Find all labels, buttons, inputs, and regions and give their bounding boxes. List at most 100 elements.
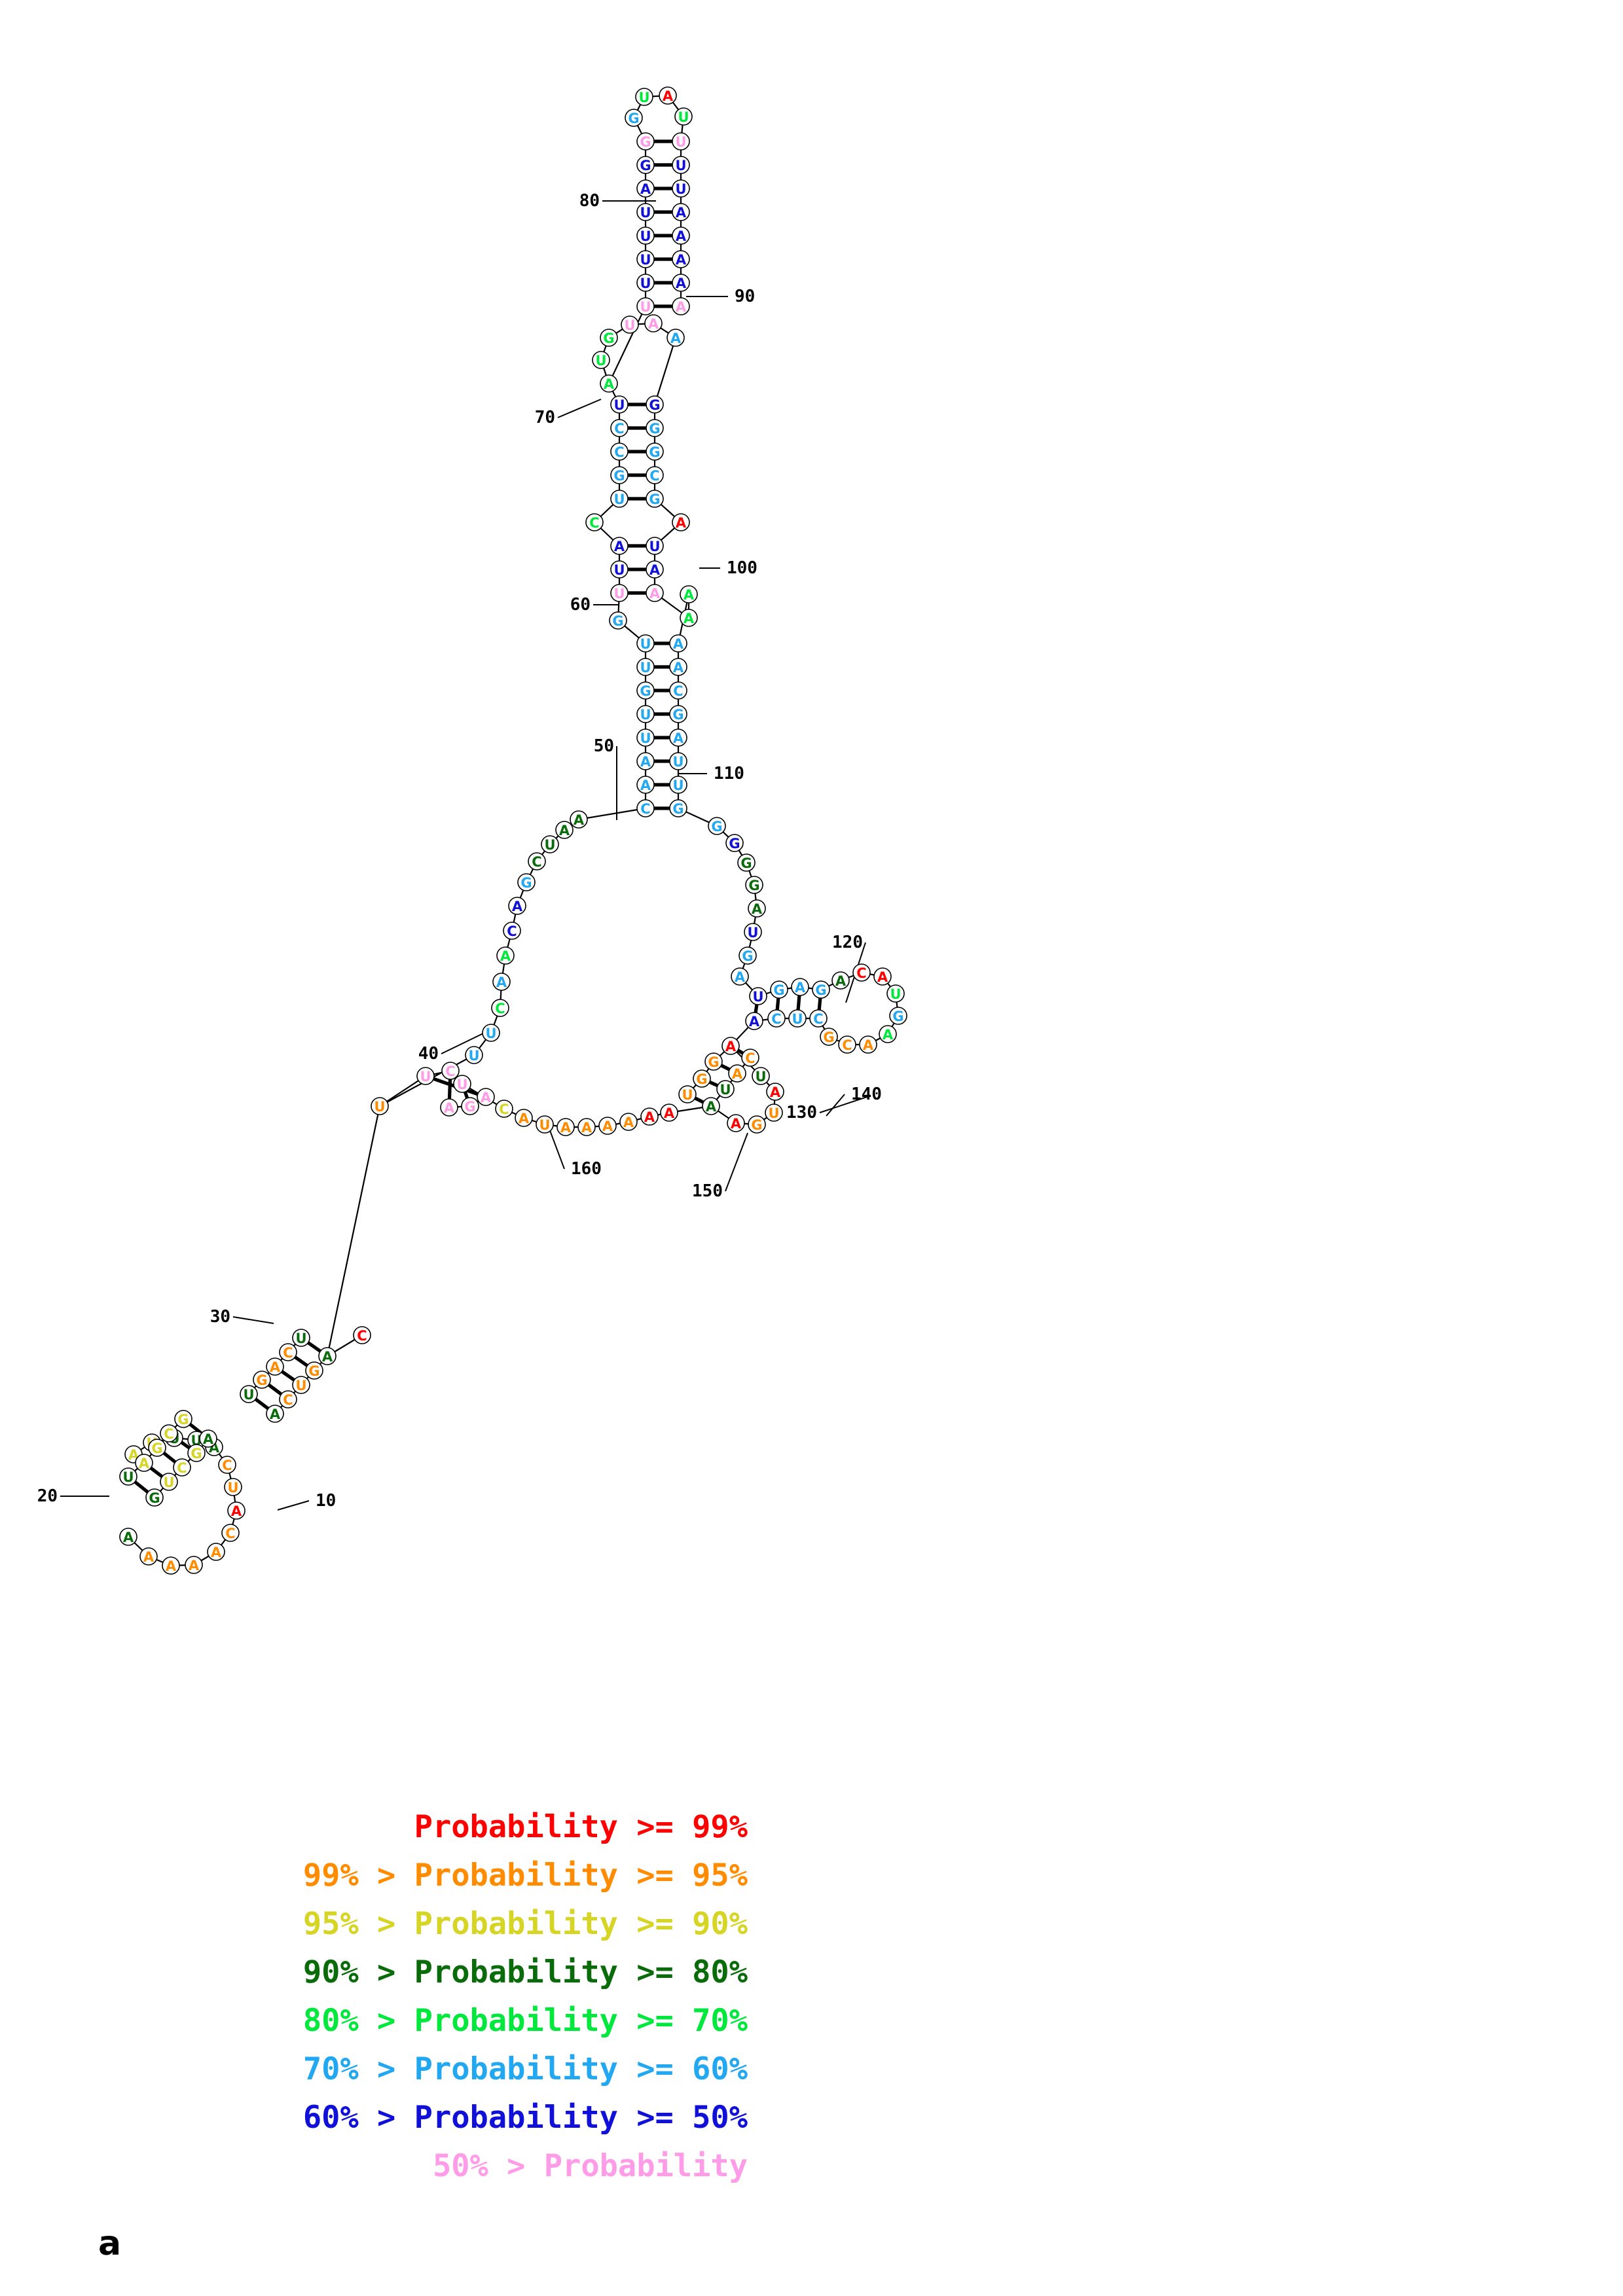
nucleotide[interactable]: U bbox=[744, 923, 762, 941]
nucleotide[interactable]: U bbox=[453, 1075, 471, 1093]
nucleotide[interactable]: A bbox=[728, 1064, 746, 1083]
nucleotide[interactable]: C bbox=[503, 922, 521, 940]
nucleotide[interactable]: U bbox=[669, 752, 687, 770]
nucleotide[interactable]: G bbox=[148, 1439, 166, 1457]
nucleotide[interactable]: A bbox=[646, 560, 664, 579]
nucleotide[interactable]: A bbox=[680, 585, 698, 603]
nucleotide[interactable]: A bbox=[879, 1025, 897, 1043]
nucleotide[interactable]: G bbox=[305, 1361, 323, 1380]
nucleotide[interactable]: U bbox=[610, 584, 629, 602]
nucleotide[interactable]: A bbox=[672, 250, 690, 268]
nucleotide[interactable]: G bbox=[625, 109, 643, 127]
nucleotide[interactable]: G bbox=[636, 132, 655, 151]
nucleotide[interactable]: U bbox=[119, 1467, 137, 1486]
nucleotide[interactable]: A bbox=[745, 1012, 763, 1030]
nucleotide[interactable]: A bbox=[598, 1117, 617, 1135]
nucleotide[interactable]: G bbox=[745, 876, 763, 894]
nucleotide[interactable]: A bbox=[496, 946, 515, 965]
nucleotide[interactable]: A bbox=[477, 1088, 495, 1106]
nucleotide[interactable]: A bbox=[185, 1556, 203, 1574]
nucleotide[interactable]: A bbox=[266, 1357, 284, 1376]
nucleotide[interactable]: A bbox=[119, 1528, 137, 1546]
nucleotide[interactable]: G bbox=[600, 329, 618, 347]
nucleotide[interactable]: A bbox=[636, 179, 655, 198]
nucleotide[interactable]: C bbox=[741, 1049, 759, 1067]
nucleotide[interactable]: U bbox=[669, 776, 687, 794]
nucleotide[interactable]: A bbox=[636, 752, 655, 770]
nucleotide[interactable]: A bbox=[640, 1107, 659, 1126]
nucleotide[interactable]: A bbox=[644, 314, 663, 332]
nucleotide[interactable]: A bbox=[135, 1454, 153, 1472]
nucleotide[interactable]: U bbox=[610, 490, 629, 508]
nucleotide[interactable]: C bbox=[221, 1524, 240, 1542]
nucleotide[interactable]: A bbox=[660, 1103, 678, 1122]
nucleotide[interactable]: U bbox=[416, 1067, 435, 1085]
nucleotide[interactable]: A bbox=[766, 1083, 784, 1101]
nucleotide[interactable]: U bbox=[672, 179, 690, 198]
nucleotide[interactable]: U bbox=[240, 1385, 258, 1403]
nucleotide[interactable]: A bbox=[669, 634, 687, 653]
nucleotide[interactable]: A bbox=[659, 86, 677, 105]
nucleotide[interactable]: U bbox=[672, 132, 690, 151]
nucleotide[interactable]: U bbox=[752, 1067, 770, 1085]
nucleotide[interactable]: U bbox=[636, 728, 655, 747]
nucleotide[interactable]: U bbox=[886, 984, 905, 1003]
nucleotide[interactable]: A bbox=[577, 1118, 596, 1136]
nucleotide[interactable]: C bbox=[495, 1100, 513, 1118]
nucleotide[interactable]: A bbox=[702, 1097, 720, 1115]
nucleotide[interactable]: U bbox=[224, 1478, 242, 1496]
nucleotide[interactable]: U bbox=[672, 156, 690, 174]
nucleotide[interactable]: C bbox=[491, 999, 509, 1017]
nucleotide[interactable]: A bbox=[556, 1118, 575, 1136]
nucleotide[interactable]: G bbox=[646, 442, 664, 461]
nucleotide[interactable]: A bbox=[791, 978, 809, 996]
nucleotide[interactable]: G bbox=[187, 1444, 206, 1462]
nucleotide[interactable]: U bbox=[621, 315, 639, 334]
nucleotide[interactable]: U bbox=[371, 1097, 389, 1115]
nucleotide[interactable]: A bbox=[672, 297, 690, 315]
nucleotide[interactable]: C bbox=[669, 681, 687, 700]
nucleotide[interactable]: U bbox=[636, 705, 655, 723]
nucleotide[interactable]: U bbox=[592, 351, 610, 369]
nucleotide[interactable]: G bbox=[748, 1115, 766, 1134]
nucleotide[interactable]: C bbox=[528, 852, 546, 870]
nucleotide[interactable]: A bbox=[669, 658, 687, 676]
nucleotide[interactable]: A bbox=[139, 1547, 158, 1566]
nucleotide[interactable]: G bbox=[669, 799, 687, 817]
nucleotide[interactable]: A bbox=[666, 329, 685, 347]
nucleotide[interactable]: C bbox=[852, 963, 871, 982]
nucleotide[interactable]: A bbox=[669, 728, 687, 747]
nucleotide[interactable]: C bbox=[838, 1035, 856, 1054]
nucleotide[interactable]: G bbox=[708, 817, 726, 835]
nucleotide[interactable]: A bbox=[207, 1543, 225, 1561]
nucleotide[interactable]: G bbox=[770, 980, 788, 999]
nucleotide[interactable]: G bbox=[636, 681, 655, 700]
nucleotide[interactable]: A bbox=[721, 1037, 740, 1055]
nucleotide[interactable]: A bbox=[672, 513, 690, 531]
nucleotide[interactable]: G bbox=[646, 490, 664, 508]
nucleotide[interactable]: G bbox=[669, 705, 687, 723]
nucleotide[interactable]: C bbox=[646, 466, 664, 484]
nucleotide[interactable]: A bbox=[831, 971, 850, 990]
nucleotide[interactable]: U bbox=[636, 634, 655, 653]
nucleotide[interactable]: U bbox=[536, 1115, 554, 1134]
nucleotide[interactable]: C bbox=[218, 1456, 236, 1474]
nucleotide[interactable]: A bbox=[266, 1405, 284, 1423]
nucleotide[interactable]: A bbox=[508, 897, 526, 915]
nucleotide[interactable]: G bbox=[812, 980, 830, 999]
nucleotide[interactable]: U bbox=[636, 226, 655, 245]
nucleotide[interactable]: U bbox=[292, 1329, 310, 1347]
nucleotide[interactable]: A bbox=[492, 973, 511, 991]
nucleotide[interactable]: U bbox=[636, 274, 655, 292]
nucleotide[interactable]: A bbox=[859, 1035, 877, 1054]
nucleotide[interactable]: A bbox=[672, 226, 690, 245]
nucleotide[interactable]: G bbox=[610, 466, 629, 484]
nucleotide[interactable]: A bbox=[162, 1556, 180, 1575]
nucleotide[interactable]: G bbox=[704, 1052, 723, 1071]
nucleotide[interactable]: A bbox=[555, 821, 574, 839]
nucleotide[interactable]: C bbox=[173, 1458, 191, 1477]
nucleotide[interactable]: U bbox=[674, 107, 693, 126]
nucleotide[interactable]: C bbox=[585, 513, 604, 531]
nucleotide[interactable]: U bbox=[465, 1046, 483, 1064]
nucleotide[interactable]: C bbox=[610, 419, 629, 437]
